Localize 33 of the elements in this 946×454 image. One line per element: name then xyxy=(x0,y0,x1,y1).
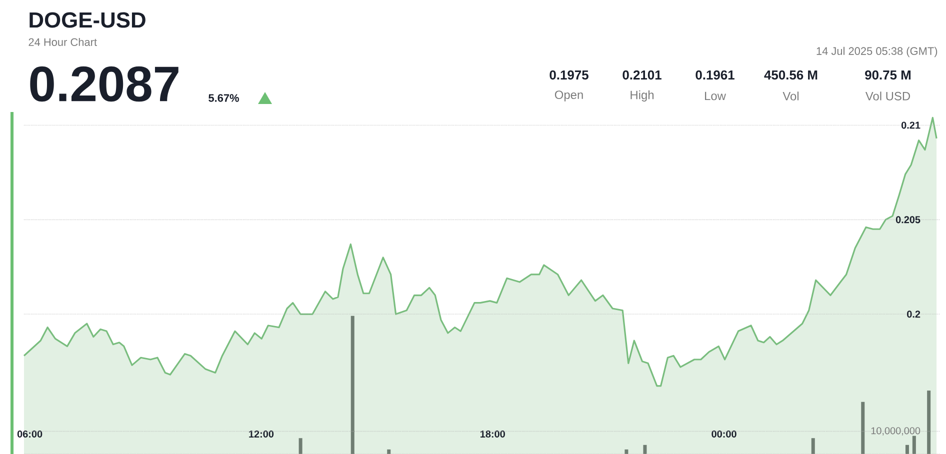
x-tick-label: 12:00 xyxy=(249,430,274,438)
text: High xyxy=(630,90,654,102)
bar xyxy=(624,449,628,454)
text: Open xyxy=(554,90,583,102)
text: 14 Jul 2025 05:38 (GMT) xyxy=(816,46,938,58)
bar xyxy=(912,436,916,454)
text: Vol USD xyxy=(865,92,910,100)
bar xyxy=(927,390,931,454)
y-tick-label: 0.2 xyxy=(907,310,920,318)
x-tick-label: 00:00 xyxy=(712,430,736,438)
text: Low xyxy=(705,92,726,100)
bar xyxy=(387,449,391,454)
chart-title: DOGE-USD xyxy=(30,12,146,28)
bar xyxy=(811,438,815,454)
bar xyxy=(861,402,865,454)
text: 90.75 M xyxy=(865,70,911,80)
text: 0.2087 xyxy=(30,66,178,102)
text: 0.1961 xyxy=(696,70,734,80)
text: 0.1975 xyxy=(550,70,588,80)
text: 0.2101 xyxy=(622,70,662,80)
x-tick-label: 06:00 xyxy=(17,430,42,438)
text: 450.56 M xyxy=(764,70,818,80)
y-tick-label: 0.21 xyxy=(901,122,920,129)
bar xyxy=(643,444,647,454)
bar xyxy=(905,444,909,454)
y2-tick-label: 10,000,000 xyxy=(871,427,920,436)
bar xyxy=(298,438,302,454)
text: Vol xyxy=(782,92,799,100)
text: 5.67% xyxy=(208,94,239,102)
x-tick-label: 18:00 xyxy=(480,430,505,438)
y-tick-label: 0.205 xyxy=(896,216,920,224)
bar xyxy=(350,316,354,454)
chart-subtitle: 24 Hour Chart xyxy=(28,38,97,46)
